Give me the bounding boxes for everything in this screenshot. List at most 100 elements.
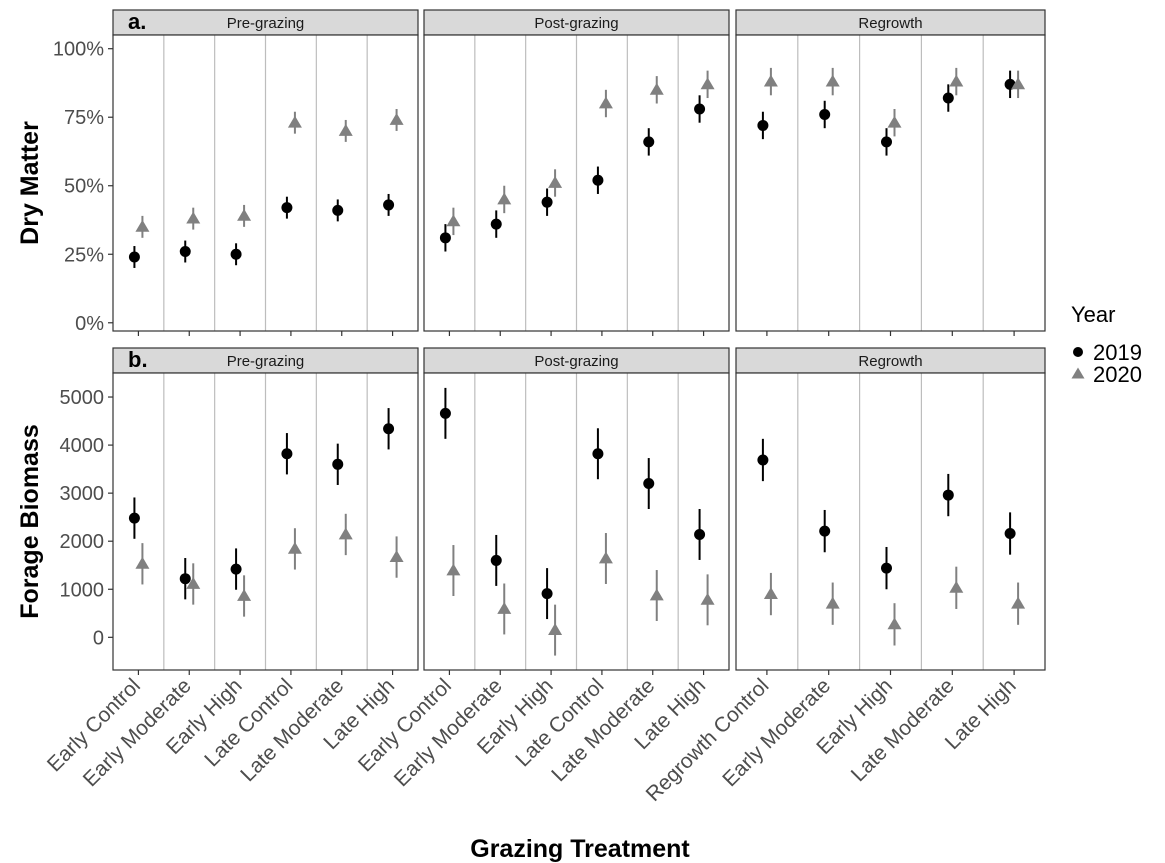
legend-key-2019 (1073, 347, 1083, 357)
point-2020 (949, 580, 964, 593)
point-2019 (179, 246, 191, 258)
panel-border (112, 372, 419, 671)
y-tick-label: 2000 (60, 531, 105, 553)
panel-border (112, 34, 419, 332)
point-2019 (383, 423, 395, 435)
point-2020 (389, 112, 404, 125)
point-2020 (135, 219, 150, 232)
point-2019 (819, 525, 831, 537)
point-2019 (942, 489, 954, 501)
point-2019 (592, 448, 604, 460)
x-tick-label: Early Moderate (718, 674, 835, 791)
y-tick-label: 75% (64, 107, 104, 129)
x-axis-title: Grazing Treatment (470, 835, 690, 863)
plot-background (736, 35, 1045, 331)
point-2019 (128, 251, 140, 263)
facet-strip (735, 9, 1046, 36)
legend-label-2020: 2020 (1093, 362, 1142, 387)
facet-strip (112, 9, 419, 36)
point-2019 (694, 103, 706, 115)
facet-strip-title: Pre-grazing (227, 353, 305, 370)
point-2020 (548, 176, 563, 188)
panel-tag: b. (128, 347, 148, 372)
point-2019 (541, 196, 553, 208)
point-2019 (757, 119, 769, 131)
point-2020 (825, 74, 840, 87)
legend-label-2019: 2019 (1093, 340, 1142, 365)
point-2019 (541, 588, 553, 600)
point-2020 (763, 587, 778, 599)
facet-strip (112, 347, 419, 374)
point-2019 (643, 136, 655, 148)
legend-key-2020 (1071, 367, 1085, 379)
point-2020 (287, 541, 302, 554)
point-2020 (700, 592, 715, 605)
point-2020 (887, 617, 902, 630)
point-2019 (439, 232, 451, 244)
point-2020 (649, 82, 664, 95)
point-2019 (281, 202, 293, 214)
y-tick-label: 0% (75, 313, 104, 335)
point-2020 (389, 550, 404, 562)
point-2020 (825, 596, 840, 609)
y-tick-label: 4000 (60, 435, 105, 457)
legend-title: Year (1071, 302, 1115, 327)
facet-post-grazing: Post-grazing (423, 9, 730, 336)
y-tick-label: 3000 (60, 483, 105, 505)
point-2019 (694, 528, 706, 540)
point-2020 (949, 74, 964, 87)
panels-layer: Dry Matter 0% 25% 50% 75% 100% Pre-grazing Post… (16, 9, 1046, 806)
facet-pre-grazing: Pre-grazing (112, 9, 419, 336)
panel-border (423, 372, 730, 671)
y-tick-label: 100% (53, 39, 104, 61)
point-2020 (497, 601, 512, 614)
facet-strip-title: Regrowth (858, 15, 922, 32)
point-2020 (649, 588, 664, 601)
point-2019 (757, 454, 769, 466)
point-2020 (287, 115, 302, 128)
facet-strip-title: Pre-grazing (227, 15, 305, 32)
point-2019 (179, 573, 191, 585)
y-tick-label: 5000 (60, 387, 105, 409)
point-2019 (643, 478, 655, 490)
point-2020 (237, 208, 252, 221)
point-2019 (383, 199, 395, 211)
point-2019 (592, 174, 604, 186)
point-2020 (237, 588, 252, 601)
point-2019 (439, 407, 451, 419)
panel-b: Forage Biomass010002000300040005000Pre-g… (16, 347, 1046, 806)
facet-strip-title: Regrowth (858, 353, 922, 370)
point-2019 (881, 562, 892, 574)
point-2020 (887, 115, 902, 128)
point-2020 (497, 192, 512, 205)
point-2020 (598, 96, 613, 109)
point-2020 (548, 623, 563, 636)
point-2019 (942, 92, 954, 104)
point-2020 (446, 214, 461, 227)
point-2020 (763, 74, 778, 87)
point-2020 (186, 576, 201, 589)
y-tick-label: 50% (64, 176, 104, 198)
point-2020 (338, 123, 353, 136)
point-2019 (230, 563, 242, 575)
point-2020 (598, 551, 613, 564)
panel-tag: a. (128, 9, 146, 34)
point-2020 (338, 527, 353, 540)
point-2019 (281, 448, 293, 460)
plot-background (736, 373, 1045, 670)
point-2019 (490, 554, 502, 566)
point-2020 (700, 77, 715, 90)
facet-strip (735, 347, 1046, 374)
point-2019 (332, 458, 344, 470)
y-tick-label: 0 (93, 627, 104, 649)
facet-strip-title: Post-grazing (534, 353, 618, 370)
facet-strip-title: Post-grazing (534, 15, 618, 32)
point-2019 (490, 218, 502, 230)
panel-border (423, 34, 730, 332)
y-axis-title: Forage Biomass (16, 424, 44, 619)
y-axis-title: Dry Matter (16, 121, 44, 245)
